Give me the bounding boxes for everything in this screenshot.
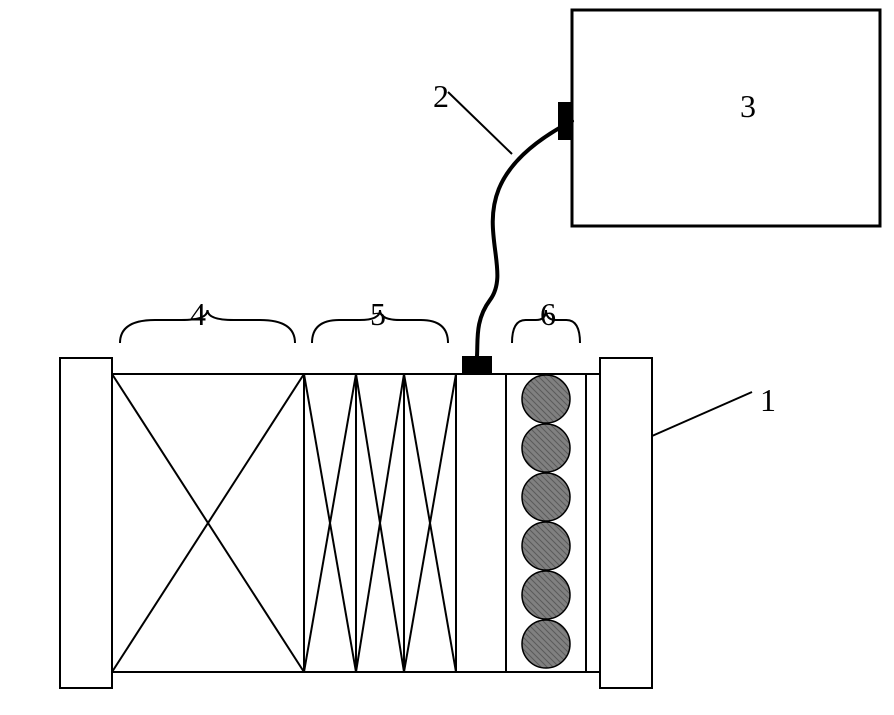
label-4: 4	[190, 296, 206, 333]
label-3: 3	[740, 88, 756, 125]
connector-bottom	[462, 356, 492, 374]
diagram-root: 3 2 1 4 5 6	[0, 0, 894, 715]
leader-1	[652, 392, 752, 436]
section6-circle	[522, 375, 570, 423]
brace-4	[120, 310, 295, 343]
frame-right-post	[600, 358, 652, 688]
section6-circle	[522, 473, 570, 521]
section6-circle	[522, 620, 570, 668]
label-5: 5	[370, 296, 386, 333]
label-2: 2	[433, 78, 449, 115]
section6-circle	[522, 571, 570, 619]
box-3	[572, 10, 880, 226]
frame-left-post	[60, 358, 112, 688]
label-1: 1	[760, 382, 776, 419]
section6-circle	[522, 522, 570, 570]
label-6: 6	[540, 296, 556, 333]
section6-circle	[522, 424, 570, 472]
leader-2	[448, 92, 512, 154]
